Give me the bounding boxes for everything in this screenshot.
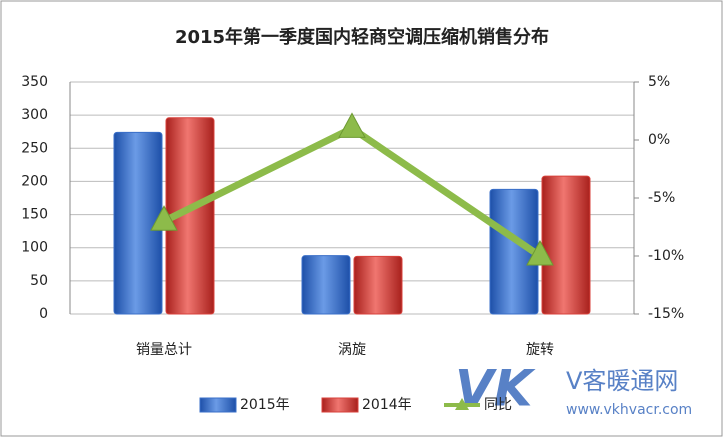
y2-tick-label: 0% <box>648 132 670 148</box>
y-tick-label: 150 <box>21 207 48 223</box>
chart-title: 2015年第一季度国内轻商空调压缩机销售分布 <box>175 26 549 48</box>
watermark-name: V客暖通网 <box>566 367 678 395</box>
watermark: VK V客暖通网 www.vkhvacr.com <box>455 360 692 419</box>
y-tick-label: 200 <box>21 173 48 189</box>
legend-swatch <box>455 398 469 410</box>
y2-tick-label: -5% <box>648 190 675 206</box>
legend-swatch <box>321 397 359 413</box>
y2-tick-label: 5% <box>648 74 670 90</box>
bar <box>301 255 351 315</box>
y-tick-label: 250 <box>21 140 48 156</box>
bar <box>353 255 403 315</box>
watermark-url: www.vkhvacr.com <box>566 402 692 418</box>
y-tick-label: 50 <box>30 273 48 289</box>
line-marker <box>526 239 554 266</box>
bar <box>541 175 591 315</box>
legend-swatch <box>199 397 237 413</box>
line-marker <box>338 112 366 138</box>
y-tick-label: 0 <box>39 306 48 322</box>
y2-tick-label: -15% <box>648 306 684 322</box>
legend-label: 2014年 <box>362 397 412 413</box>
legend-label: 同比 <box>484 397 512 413</box>
line-marker <box>150 205 178 231</box>
watermark-logo: VK <box>455 360 536 418</box>
x-tick-label: 旋转 <box>526 342 554 358</box>
legend-label: 2015年 <box>240 397 290 413</box>
x-tick-label: 销量总计 <box>136 342 192 358</box>
x-tick-label: 涡旋 <box>338 342 366 358</box>
y-tick-label: 100 <box>21 240 48 256</box>
y2-tick-label: -10% <box>648 248 684 264</box>
y-tick-label: 300 <box>21 107 48 123</box>
y-tick-label: 350 <box>21 74 48 90</box>
